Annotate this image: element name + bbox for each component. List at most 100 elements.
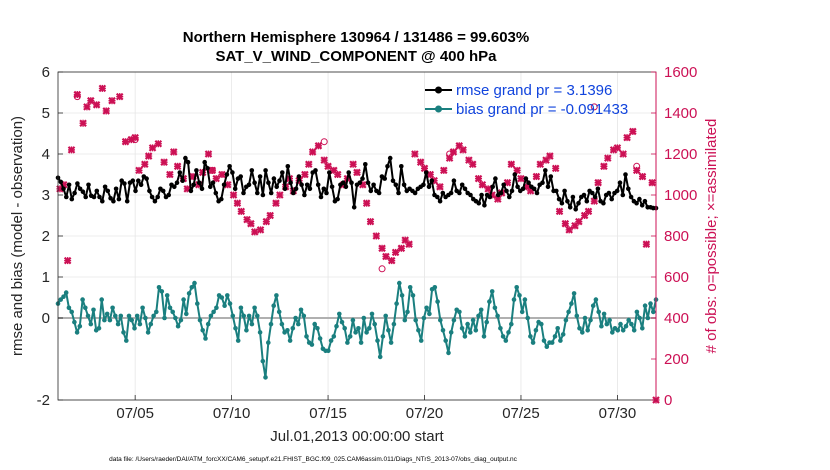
obs-assimilated-marker <box>135 166 143 175</box>
bias-point <box>435 299 440 304</box>
bias-point <box>268 321 274 327</box>
rmse-point <box>368 188 374 194</box>
bias-point <box>588 317 593 323</box>
obs-assimilated-marker <box>250 228 259 236</box>
obs-assimilated-marker <box>144 152 153 160</box>
rmse-point <box>570 194 576 200</box>
obs-assimilated-marker <box>436 183 444 191</box>
rmse-point <box>468 192 473 198</box>
rmse-point <box>238 174 243 179</box>
rmse-point <box>548 174 554 179</box>
rmse-point <box>509 188 515 194</box>
obs-assimilated-marker <box>600 162 608 171</box>
obs-assimilated-marker <box>366 217 375 226</box>
bias-point <box>257 330 263 335</box>
bias-point <box>140 305 145 311</box>
rmse-point <box>91 194 97 200</box>
rmse-point <box>246 182 252 188</box>
obs-assimilated-marker <box>478 180 487 189</box>
bias-point <box>219 295 225 300</box>
obs-assimilated-marker <box>551 164 560 173</box>
rmse-point <box>152 198 158 204</box>
bias-point <box>541 338 547 343</box>
bias-point <box>648 301 653 306</box>
rmse-point <box>124 198 130 204</box>
bias-point <box>580 330 585 335</box>
obs-assimilated-marker <box>613 144 622 152</box>
rmse-point <box>280 170 285 175</box>
obs-assimilated-marker <box>233 199 242 207</box>
rmse-point <box>512 172 518 177</box>
bias-point <box>498 326 503 331</box>
bias-point <box>154 309 159 315</box>
bias-point <box>457 309 462 315</box>
bias-point <box>252 305 257 311</box>
rmse-point <box>426 184 432 190</box>
bias-point <box>427 311 432 317</box>
bias-point <box>290 326 296 331</box>
rmse-point <box>61 186 66 192</box>
rmse-point <box>221 182 227 188</box>
rmse-point <box>232 186 238 192</box>
bias-point <box>83 305 88 311</box>
rmse-point <box>556 196 562 202</box>
bias-point <box>566 309 571 315</box>
bias-point <box>500 334 506 339</box>
obs-assimilated-marker <box>266 211 274 220</box>
bias-point <box>615 328 621 333</box>
bias-point <box>353 330 358 335</box>
bias-point <box>607 317 612 323</box>
bias-point <box>107 317 113 323</box>
bias-point <box>549 340 555 345</box>
obs-assimilated-marker <box>148 144 157 152</box>
bias-point <box>372 321 378 327</box>
bias-point <box>596 309 601 315</box>
rmse-point <box>620 192 626 198</box>
rmse-point <box>288 180 293 185</box>
rmse-point <box>83 194 88 200</box>
bias-point <box>285 328 290 333</box>
bias-point <box>99 297 104 302</box>
bias-point <box>156 285 162 290</box>
rmse-point <box>382 176 388 181</box>
rmse-point <box>351 205 357 210</box>
rmse-point <box>487 194 493 200</box>
bias-point <box>489 289 495 294</box>
rmse-point <box>66 182 72 188</box>
bias-point <box>328 338 334 343</box>
y-axis-left-ticks: -2 0 1 2 3 4 5 6 <box>37 64 63 409</box>
rmse-point <box>559 200 565 206</box>
rmse-point <box>606 190 612 196</box>
obs-assimilated-marker <box>546 152 554 160</box>
rmse-point <box>224 172 230 177</box>
bias-point <box>124 338 129 343</box>
bias-point <box>189 285 195 290</box>
rmse-point <box>534 190 540 196</box>
bias-point <box>175 323 181 329</box>
rmse-point <box>257 174 263 179</box>
bias-point <box>241 313 246 319</box>
bias-point <box>315 326 320 331</box>
obs-assimilated-marker <box>349 160 357 169</box>
rmse-point <box>111 198 116 204</box>
bias-point <box>61 294 66 300</box>
bias-point <box>604 321 610 327</box>
rmse-point <box>628 194 634 200</box>
rmse-point <box>543 168 548 173</box>
bias-point <box>317 336 323 341</box>
bias-point <box>470 317 476 323</box>
rmse-point <box>581 192 587 198</box>
rmse-point <box>230 170 235 175</box>
rmse-point <box>482 203 487 208</box>
rmse-point <box>282 186 288 192</box>
bias-point <box>118 313 124 319</box>
rmse-point <box>100 198 105 204</box>
obs-assimilated-marker <box>108 96 116 105</box>
obs-assimilated-marker <box>308 148 317 156</box>
bias-point <box>380 334 386 339</box>
obs-assimilated-marker <box>411 150 419 158</box>
rmse-point <box>440 190 446 196</box>
rmse-point <box>393 182 399 188</box>
obs-assimilated-marker <box>594 178 602 187</box>
bias-point <box>331 334 337 339</box>
